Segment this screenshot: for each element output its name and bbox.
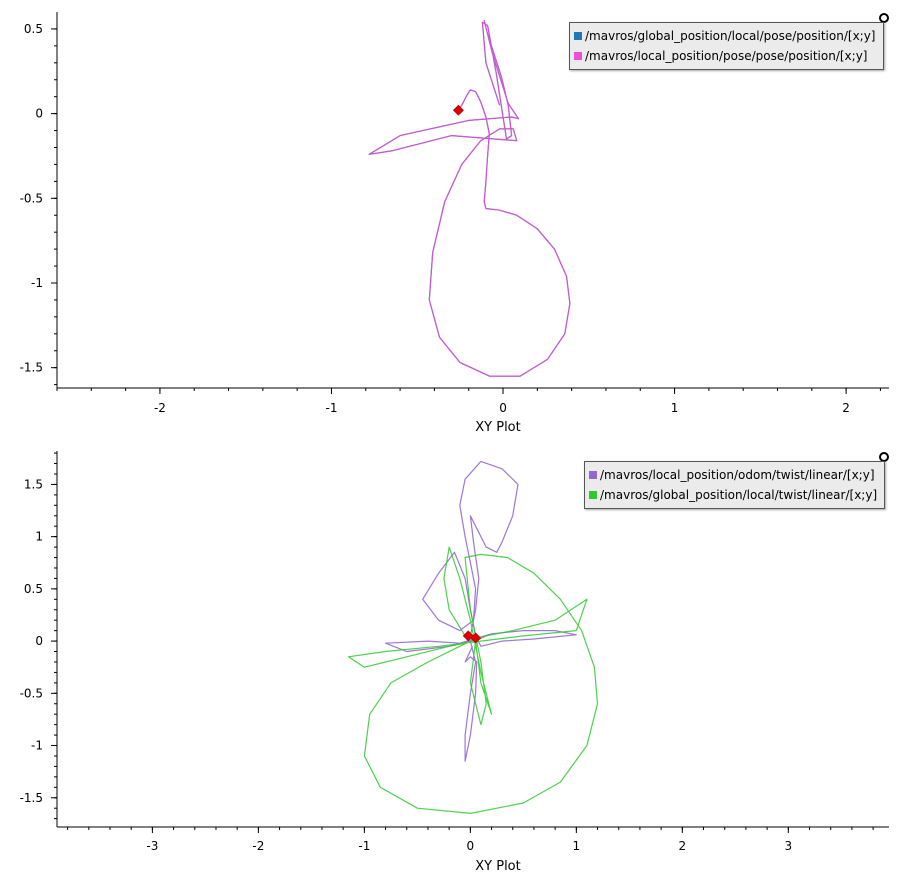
series-swatch xyxy=(574,32,582,40)
x-tick-label: 0 xyxy=(499,401,507,415)
x-tick-label: 1 xyxy=(573,839,581,853)
x-tick-label: 1 xyxy=(671,401,679,415)
y-tick-label: 0 xyxy=(35,107,43,121)
y-tick-label: 1 xyxy=(35,530,43,544)
current-position-marker xyxy=(452,104,464,116)
legend-label: /mavros/global_position/local/twist/line… xyxy=(600,488,878,502)
legend-label: /mavros/local_position/pose/pose/positio… xyxy=(585,49,868,63)
x-tick-label: -1 xyxy=(358,839,370,853)
x-tick-label: 2 xyxy=(679,839,687,853)
series-swatch xyxy=(574,52,582,60)
legend-entry[interactable]: /mavros/local_position/odom/twist/linear… xyxy=(589,465,877,485)
legend-entry[interactable]: /mavros/global_position/local/pose/posit… xyxy=(574,26,876,46)
y-tick-label: -0.5 xyxy=(20,191,43,205)
x-tick-label: 2 xyxy=(842,401,850,415)
y-tick-label: 0.5 xyxy=(24,22,43,36)
x-tick-label: -3 xyxy=(146,839,158,853)
current-position-marker xyxy=(470,632,482,644)
series-line-1 xyxy=(368,19,571,377)
legend-bottom-plot: /mavros/local_position/odom/twist/linear… xyxy=(584,461,886,509)
legend-label: /mavros/local_position/odom/twist/linear… xyxy=(600,468,875,482)
series-line-2 xyxy=(347,546,599,814)
legend-top-plot: /mavros/global_position/local/pose/posit… xyxy=(569,22,884,70)
series-swatch xyxy=(589,471,597,479)
series-line-1 xyxy=(385,460,577,762)
y-tick-label: -0.5 xyxy=(20,686,43,700)
legend-entry[interactable]: /mavros/local_position/pose/pose/positio… xyxy=(574,46,876,66)
x-tick-label: -1 xyxy=(325,401,337,415)
y-tick-label: 0 xyxy=(35,634,43,648)
x-tick-label: -2 xyxy=(154,401,166,415)
y-tick-label: -1.5 xyxy=(20,791,43,805)
y-tick-label: 1.5 xyxy=(24,477,43,491)
zoom-handle-icon xyxy=(879,13,889,23)
x-tick-label: 0 xyxy=(467,839,475,853)
y-tick-label: -1 xyxy=(31,739,43,753)
series-swatch xyxy=(589,491,597,499)
x-tick-label: -2 xyxy=(252,839,264,853)
zoom-handle-icon xyxy=(879,452,889,462)
series-line-2 xyxy=(368,19,571,377)
y-tick-label: -1.5 xyxy=(20,361,43,375)
x-tick-label: 3 xyxy=(784,839,792,853)
legend-entry[interactable]: /mavros/global_position/local/twist/line… xyxy=(589,485,877,505)
x-axis-title: XY Plot xyxy=(475,420,520,435)
y-tick-label: -1 xyxy=(31,276,43,290)
legend-label: /mavros/global_position/local/pose/posit… xyxy=(585,29,876,43)
x-axis-title: XY Plot xyxy=(475,859,520,874)
y-tick-label: 0.5 xyxy=(24,582,43,596)
